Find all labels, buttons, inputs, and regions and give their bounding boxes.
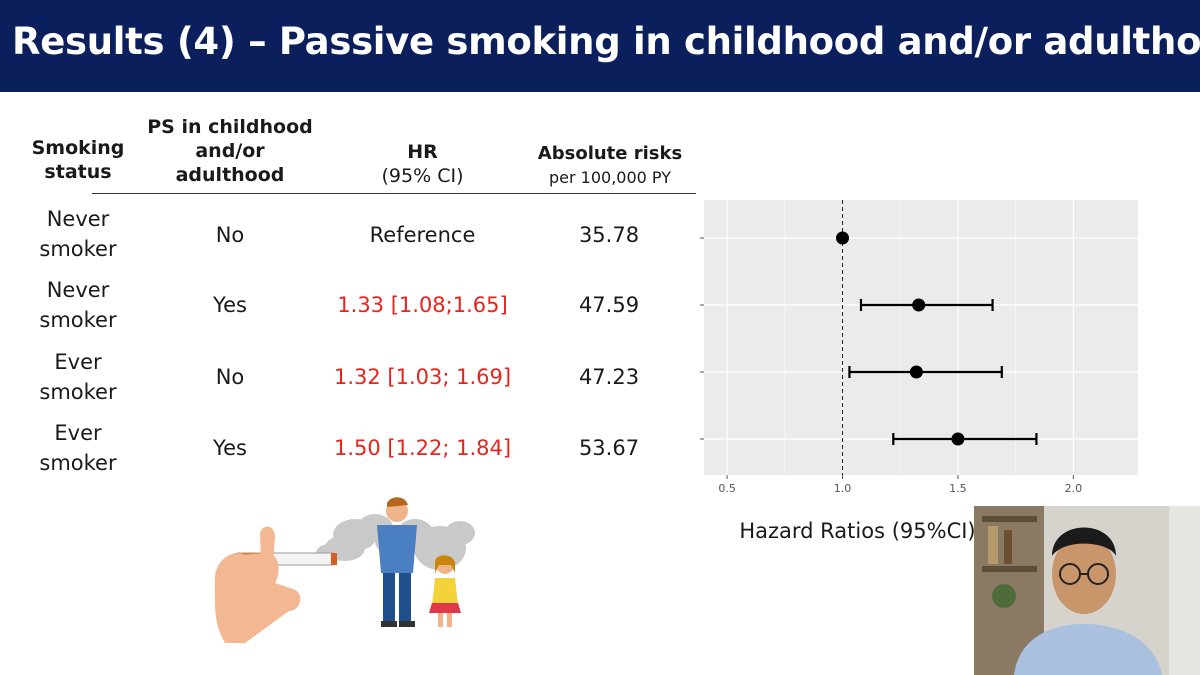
row-3-hr: 1.32 [1.03; 1.69] xyxy=(333,365,512,389)
row-2-status: Never smoker xyxy=(18,275,138,335)
man-icon xyxy=(377,497,417,627)
row-1-abs: 35.78 xyxy=(578,223,640,247)
row-4-status: Ever smoker xyxy=(18,418,138,478)
header-ps: PS in childhood and/or adulthood xyxy=(140,115,320,187)
passive-smoking-illustration xyxy=(214,497,475,643)
x-tick-label: 1.5 xyxy=(949,482,967,495)
header-smoking-status: Smoking status xyxy=(18,136,138,184)
header-hr: HR (95% CI) xyxy=(340,140,505,188)
row-1-ps: No xyxy=(215,223,245,247)
hr-point xyxy=(836,231,850,245)
hr-point xyxy=(912,298,926,312)
row-4-hr: 1.50 [1.22; 1.84] xyxy=(333,436,512,460)
row-1-status-line1: Never xyxy=(46,207,110,231)
row-2-status-line1: Never xyxy=(46,278,110,302)
x-axis-title: Hazard Ratios (95%CI) xyxy=(739,519,976,543)
header-hr-sub: (95% CI) xyxy=(381,165,464,187)
header-smoking-status-line2: status xyxy=(44,161,112,183)
title-bar: Results (4) – Passive smoking in childho… xyxy=(0,0,1200,92)
row-3-status-line2: smoker xyxy=(39,380,117,404)
hr-point xyxy=(909,365,923,379)
forest-plot: 0.5 1.0 1.5 2.0 xyxy=(690,192,1150,512)
header-ps-line1: PS in childhood xyxy=(147,116,313,138)
row-4-status-line2: smoker xyxy=(39,451,117,475)
slide-title: Results (4) – Passive smoking in childho… xyxy=(12,20,1200,63)
row-3-status-line1: Ever xyxy=(54,350,102,374)
row-1-status-line2: smoker xyxy=(39,237,117,261)
hand-icon xyxy=(214,526,337,643)
header-smoking-status-line1: Smoking xyxy=(31,137,125,159)
row-3-status: Ever smoker xyxy=(18,347,138,407)
header-ps-line3: adulthood xyxy=(175,164,285,186)
x-tick-label: 1.0 xyxy=(834,482,852,495)
row-3-ps: No xyxy=(215,365,245,389)
row-4-status-line1: Ever xyxy=(54,421,102,445)
row-4-abs: 53.67 xyxy=(578,436,640,460)
hr-point xyxy=(951,432,965,446)
webcam-video xyxy=(974,506,1200,675)
header-abs-sub: per 100,000 PY xyxy=(549,168,671,187)
webcam-speaker-image xyxy=(974,506,1200,675)
row-2-ps: Yes xyxy=(213,293,247,317)
row-3-abs: 47.23 xyxy=(578,365,640,389)
header-hr-label: HR xyxy=(407,141,438,163)
row-4-ps: Yes xyxy=(213,436,247,460)
x-tick-label: 2.0 xyxy=(1065,482,1083,495)
row-1-status: Never smoker xyxy=(18,204,138,264)
x-tick-label: 0.5 xyxy=(718,482,736,495)
header-abs-label: Absolute risks xyxy=(537,143,683,164)
row-2-status-line2: smoker xyxy=(39,308,117,332)
header-ps-line2: and/or xyxy=(195,140,265,162)
header-divider xyxy=(92,193,696,194)
row-2-hr: 1.33 [1.08;1.65] xyxy=(337,293,508,317)
row-1-hr: Reference xyxy=(369,223,476,247)
row-2-abs: 47.59 xyxy=(578,293,640,317)
header-abs: Absolute risks per 100,000 PY xyxy=(520,142,700,190)
girl-icon xyxy=(429,555,461,627)
forest-plot-svg: 0.5 1.0 1.5 2.0 xyxy=(700,200,1138,495)
plot-panel xyxy=(704,200,1138,475)
